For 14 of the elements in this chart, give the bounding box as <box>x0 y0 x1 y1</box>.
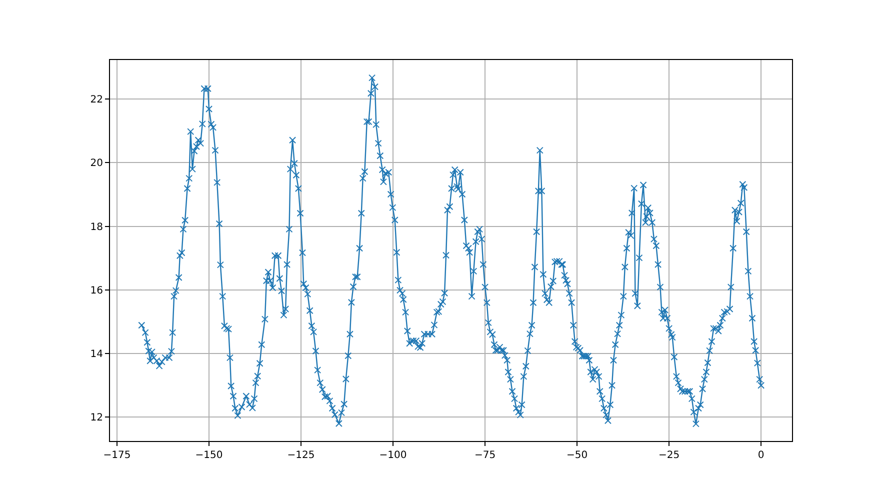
x-tick-label: −75 <box>474 450 496 461</box>
x-tick-label: −125 <box>287 450 315 461</box>
x-tick-label: −150 <box>195 450 223 461</box>
y-tick-label: 16 <box>90 285 103 296</box>
y-tick-label: 18 <box>90 222 103 233</box>
x-tick-label: −25 <box>658 450 680 461</box>
y-tick-label: 12 <box>90 412 103 424</box>
x-tick-label: −50 <box>566 450 588 461</box>
y-tick-label: 20 <box>90 158 103 170</box>
x-tick-label: −175 <box>103 450 131 461</box>
y-tick-label: 14 <box>90 349 103 360</box>
x-tick-label: −100 <box>379 450 407 461</box>
y-tick-label: 22 <box>90 94 103 106</box>
x-tick-label: 0 <box>758 450 764 461</box>
